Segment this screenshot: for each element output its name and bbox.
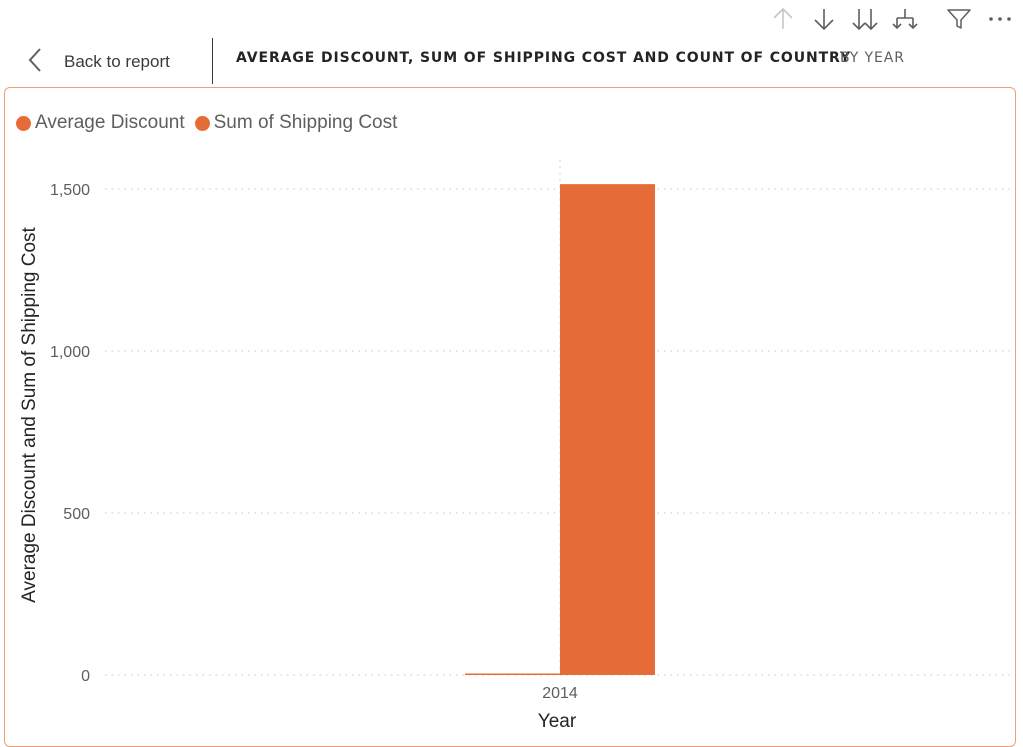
drill-up-icon[interactable] <box>768 4 798 34</box>
back-to-report-button[interactable]: Back to report <box>28 44 170 80</box>
chevron-left-icon <box>28 47 42 77</box>
focus-mode-header: Back to report AVERAGE DISCOUNT, SUM OF … <box>0 36 1023 86</box>
y-tick-label: 0 <box>81 668 90 685</box>
more-options-icon[interactable] <box>985 4 1015 34</box>
y-tick-label: 1,500 <box>50 182 90 199</box>
y-tick-label: 1,000 <box>50 344 90 361</box>
x-axis-title: Year <box>538 711 577 732</box>
visual-title: AVERAGE DISCOUNT, SUM OF SHIPPING COST A… <box>236 50 851 66</box>
go-to-next-level-icon[interactable] <box>850 4 880 34</box>
expand-hierarchy-icon[interactable] <box>890 4 920 34</box>
drill-down-icon[interactable] <box>809 4 839 34</box>
visual-subtitle: BY YEAR <box>840 50 905 66</box>
legend-item-sum-of-shipping-cost[interactable]: Sum of Shipping Cost <box>194 112 398 134</box>
visual-card <box>4 87 1016 747</box>
bar-sum-of-shipping-cost[interactable] <box>560 184 655 675</box>
legend-label: Sum of Shipping Cost <box>213 112 398 133</box>
chart-legend: Average Discount Sum of Shipping Cost <box>16 110 407 136</box>
filter-icon[interactable] <box>944 4 974 34</box>
header-divider <box>212 38 213 84</box>
y-axis-title: Average Discount and Sum of Shipping Cos… <box>19 226 40 602</box>
visual-header-toolbar <box>766 4 1023 34</box>
y-tick-label: 500 <box>63 506 90 523</box>
legend-marker <box>194 115 210 131</box>
legend-item-average-discount[interactable]: Average Discount <box>16 112 185 134</box>
back-to-report-label: Back to report <box>64 52 170 71</box>
legend-marker <box>16 115 31 131</box>
x-tick-label: 2014 <box>542 685 578 702</box>
bar-average-discount[interactable] <box>465 673 560 676</box>
legend-label: Average Discount <box>35 112 185 133</box>
